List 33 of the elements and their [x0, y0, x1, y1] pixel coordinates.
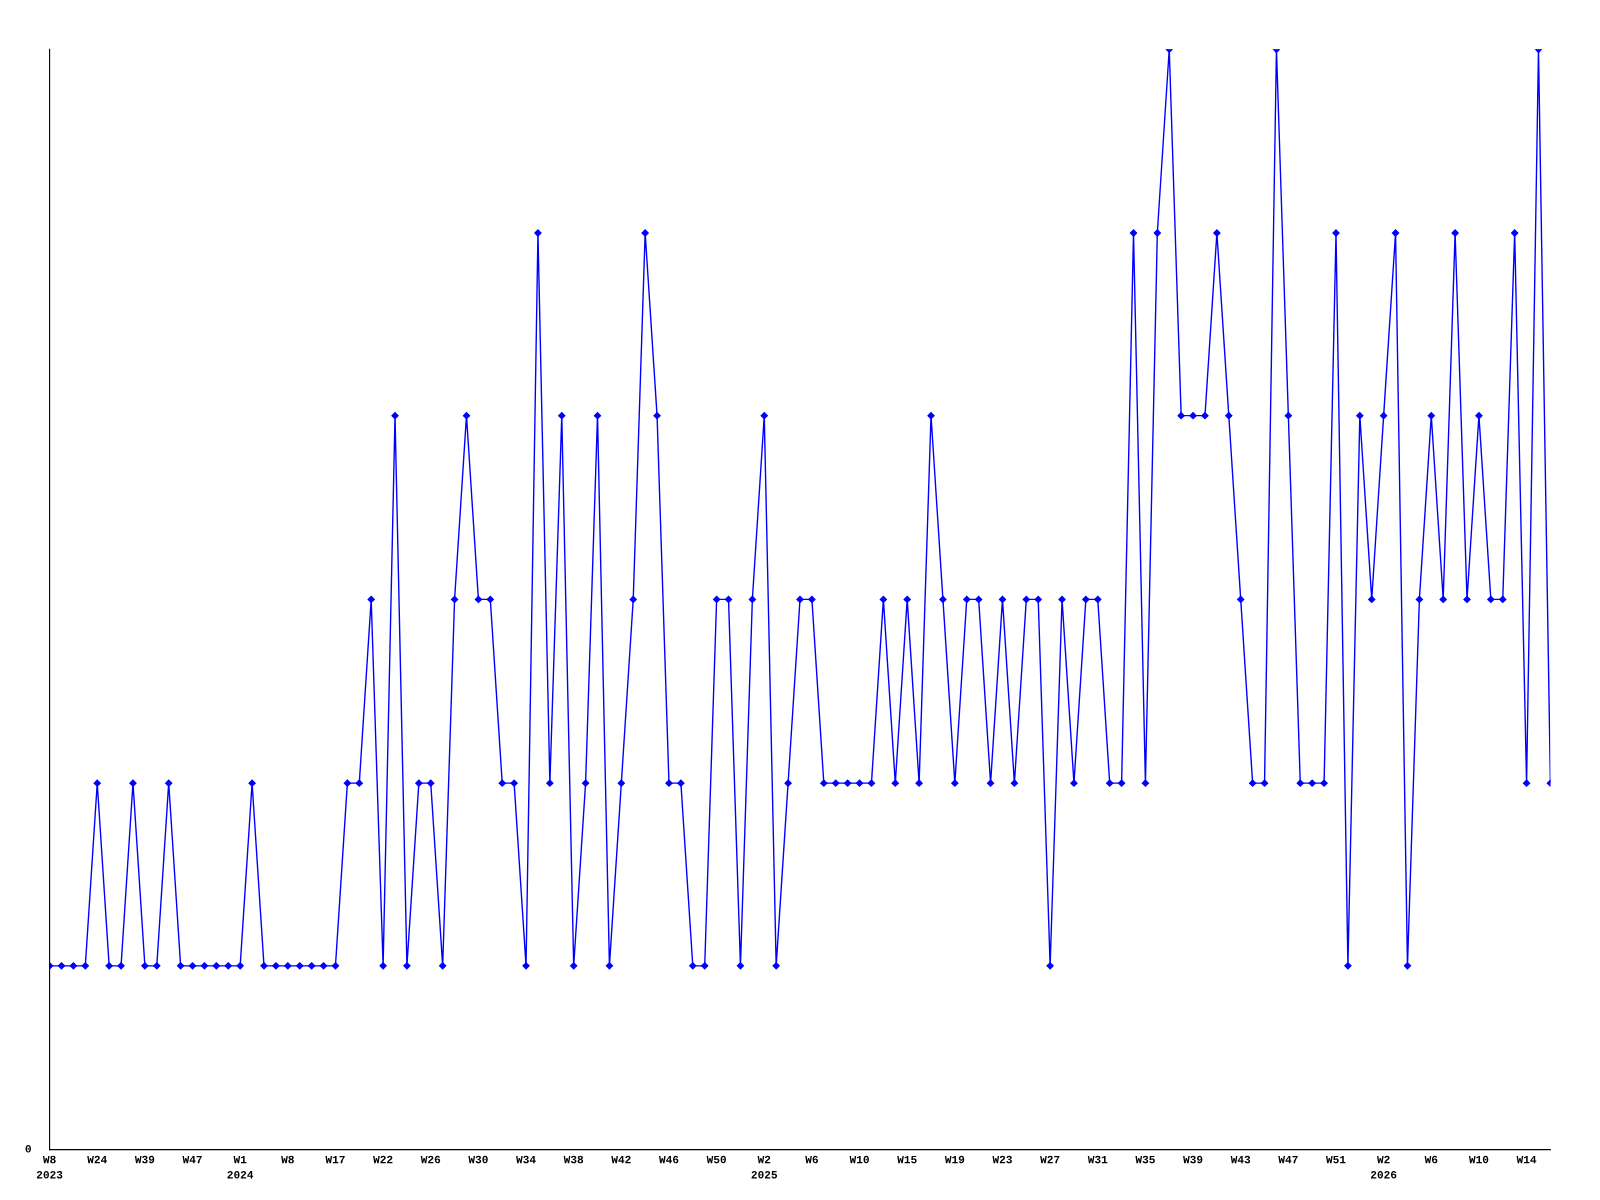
x-tick-label: W50: [706, 1155, 726, 1164]
text: 0: [25, 1145, 31, 1153]
x-tick-label: W30: [468, 1155, 488, 1164]
x-tick-label: W22: [373, 1155, 393, 1164]
x-tick-label: W1 2024: [227, 1155, 254, 1179]
x-tick-label: W38: [563, 1155, 584, 1164]
x-tick-label: W39: [1183, 1155, 1203, 1164]
x-tick-label: W46: [658, 1155, 679, 1164]
x-tick-label: W6: [805, 1155, 818, 1164]
x-tick-label: W35: [1135, 1155, 1155, 1164]
x-tick-label: W24: [87, 1155, 107, 1164]
x-tick-label: W23: [992, 1155, 1012, 1164]
x-tick-label: W17: [325, 1155, 345, 1164]
x-tick-label: W26: [420, 1155, 441, 1164]
x-tick-label: W19: [944, 1155, 965, 1164]
x-tick-label: W10: [849, 1155, 869, 1164]
x-tick-label: W31: [1087, 1155, 1108, 1164]
x-tick-label: W8: [281, 1155, 294, 1164]
x-tick-label: W8 2023: [36, 1155, 63, 1179]
x-tick-label: W14: [1516, 1155, 1537, 1164]
x-tick-label: W2 2025: [751, 1155, 778, 1179]
x-tick-label: W27: [1040, 1155, 1060, 1164]
x-tick-label: W47: [182, 1155, 202, 1164]
x-tick-label: W51: [1326, 1155, 1346, 1164]
x-tick-label: W47: [1278, 1155, 1298, 1164]
x-tick-label: W34: [516, 1155, 536, 1164]
x-tick-label: W42: [611, 1155, 631, 1164]
x-tick-label: W43: [1230, 1155, 1251, 1164]
x-tick-label: W6: [1424, 1155, 1438, 1164]
x-tick-label: W10: [1468, 1155, 1489, 1164]
x-tick-label: W15: [897, 1155, 917, 1164]
x-tick-label: W2 2026: [1370, 1155, 1397, 1179]
x-tick-label: W39: [134, 1155, 155, 1164]
